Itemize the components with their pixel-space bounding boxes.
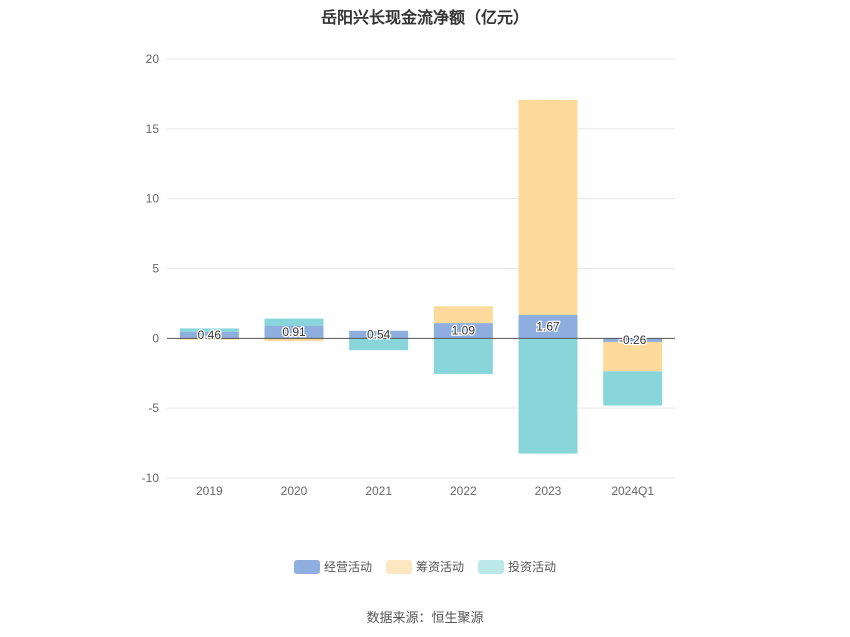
bar-segment-operating	[518, 315, 578, 339]
legend-item-operating[interactable]: 经营活动	[293, 558, 372, 575]
bar-segment-operating	[179, 331, 239, 339]
data-label: 1.67	[536, 320, 560, 334]
x-tick-label: 2019	[196, 484, 223, 498]
data-label: 0.91	[282, 325, 306, 339]
bar-segment-investing	[349, 338, 409, 351]
y-tick-label: -10	[142, 471, 160, 485]
bar-segment-operating	[603, 338, 663, 342]
x-tick-label: 2020	[281, 484, 308, 498]
y-tick-label: 5	[152, 262, 159, 276]
y-tick-label: -5	[148, 401, 159, 415]
data-label: 0.46	[198, 328, 222, 342]
legend-swatch-financing	[385, 559, 412, 574]
y-tick-label: 20	[146, 52, 160, 66]
legend-item-financing[interactable]: 筹资活动	[385, 558, 464, 575]
bar-segment-investing	[433, 338, 493, 374]
bar-segment-operating	[349, 330, 409, 339]
bar-segment-operating	[433, 323, 493, 339]
bars	[179, 99, 663, 454]
x-tick-label: 2024Q1	[611, 484, 654, 498]
x-tick-label: 2023	[535, 484, 562, 498]
bar-segment-financing	[603, 341, 663, 372]
y-tick-label: 0	[152, 331, 159, 345]
y-tick-label: 15	[146, 122, 160, 136]
legend-swatch-investing	[478, 559, 504, 574]
data-label: 0.54	[367, 328, 391, 342]
data-source-note: 数据来源：恒生聚源	[366, 610, 484, 625]
data-label: 1.09	[452, 324, 476, 338]
x-tick-label: 2021	[365, 484, 392, 498]
bar-segment-financing	[179, 338, 239, 340]
bar-segment-operating	[264, 325, 324, 339]
y-tick-label: 10	[146, 192, 160, 206]
legend-label-financing: 筹资活动	[415, 560, 464, 574]
y-axis-ticks: 20 15 10 5 0 -5 -10	[142, 52, 160, 485]
x-axis-ticks: 2019 2020 2021 2022 2023 2024Q1	[196, 484, 654, 498]
legend-label-operating: 经营活动	[323, 560, 372, 574]
bar-segment-investing	[603, 371, 663, 406]
grid-lines	[167, 58, 675, 479]
bar-segment-investing	[518, 338, 578, 454]
legend-label-investing: 投资活动	[508, 560, 557, 574]
chart-title: 岳阳兴长现金流净额（亿元）	[320, 10, 529, 27]
bar-segment-investing	[264, 318, 324, 326]
bar-segment-investing	[179, 328, 239, 332]
bar-segment-financing	[433, 306, 493, 324]
bar-segment-financing	[264, 338, 324, 342]
legend-item-investing[interactable]: 投资活动	[478, 558, 556, 575]
legend-swatch-operating	[293, 559, 320, 574]
data-label: -0.26	[619, 333, 647, 347]
bar-segment-financing	[518, 99, 578, 316]
data-labels: 0.46 0.91 0.54 1.09 1.67 -0.26	[196, 318, 648, 348]
x-tick-label: 2022	[450, 484, 477, 498]
legend: 经营活动 筹资活动 投资活动	[0, 558, 850, 575]
